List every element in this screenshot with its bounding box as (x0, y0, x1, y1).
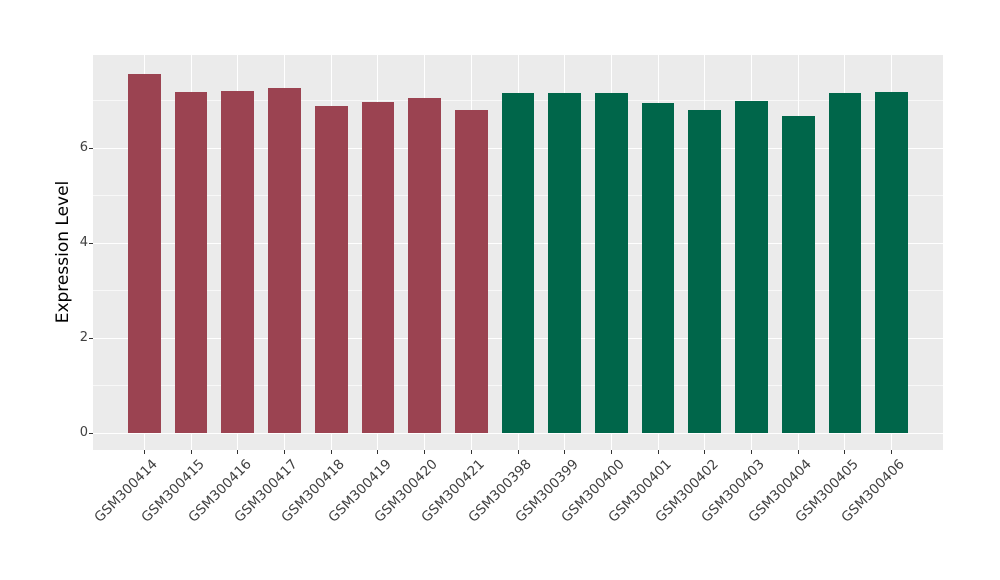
x-tick-mark (704, 450, 706, 454)
x-tick-mark (657, 450, 659, 454)
y-tick-label-6: 6 (79, 140, 88, 155)
x-tick-mark (377, 450, 379, 454)
bar-GSM300406 (875, 91, 908, 433)
plot-panel (93, 55, 943, 450)
x-tick-mark (751, 450, 753, 454)
gridline-major (93, 432, 943, 434)
x-tick-mark (564, 450, 566, 454)
y-tick-label-0: 0 (79, 425, 88, 440)
y-tick-mark (89, 432, 93, 434)
bar-GSM300405 (828, 92, 862, 433)
y-axis-title: Expression Level (53, 180, 73, 324)
bar-GSM300417 (268, 87, 301, 433)
x-tick-mark (891, 450, 893, 454)
x-tick-mark (424, 450, 426, 454)
bar-GSM300398 (501, 92, 535, 433)
y-tick-label-2: 2 (79, 330, 88, 345)
y-tick-mark (89, 147, 93, 149)
x-tick-mark (610, 450, 612, 454)
bar-GSM300402 (688, 110, 722, 433)
bar-GSM300414 (128, 74, 161, 433)
bar-GSM300420 (408, 97, 441, 433)
x-tick-mark (517, 450, 519, 454)
y-tick-mark (89, 337, 93, 339)
bar-GSM300421 (454, 109, 488, 433)
x-tick-mark (844, 450, 846, 454)
x-tick-mark (283, 450, 285, 454)
bar-GSM300419 (361, 101, 395, 433)
bar-GSM300399 (548, 93, 582, 433)
bar-GSM300401 (641, 103, 675, 433)
y-tick-label-4: 4 (79, 235, 88, 250)
bar-GSM300400 (595, 92, 628, 433)
bar-GSM300415 (174, 91, 208, 433)
bar-GSM300418 (314, 106, 348, 433)
x-tick-mark (190, 450, 192, 454)
bar-GSM300403 (735, 101, 768, 433)
x-tick-mark (330, 450, 332, 454)
bar-GSM300404 (781, 116, 815, 433)
bar-GSM300416 (221, 90, 255, 433)
x-tick-mark (143, 450, 145, 454)
x-tick-mark (237, 450, 239, 454)
x-tick-mark (470, 450, 472, 454)
y-tick-mark (89, 242, 93, 244)
x-tick-mark (797, 450, 799, 454)
